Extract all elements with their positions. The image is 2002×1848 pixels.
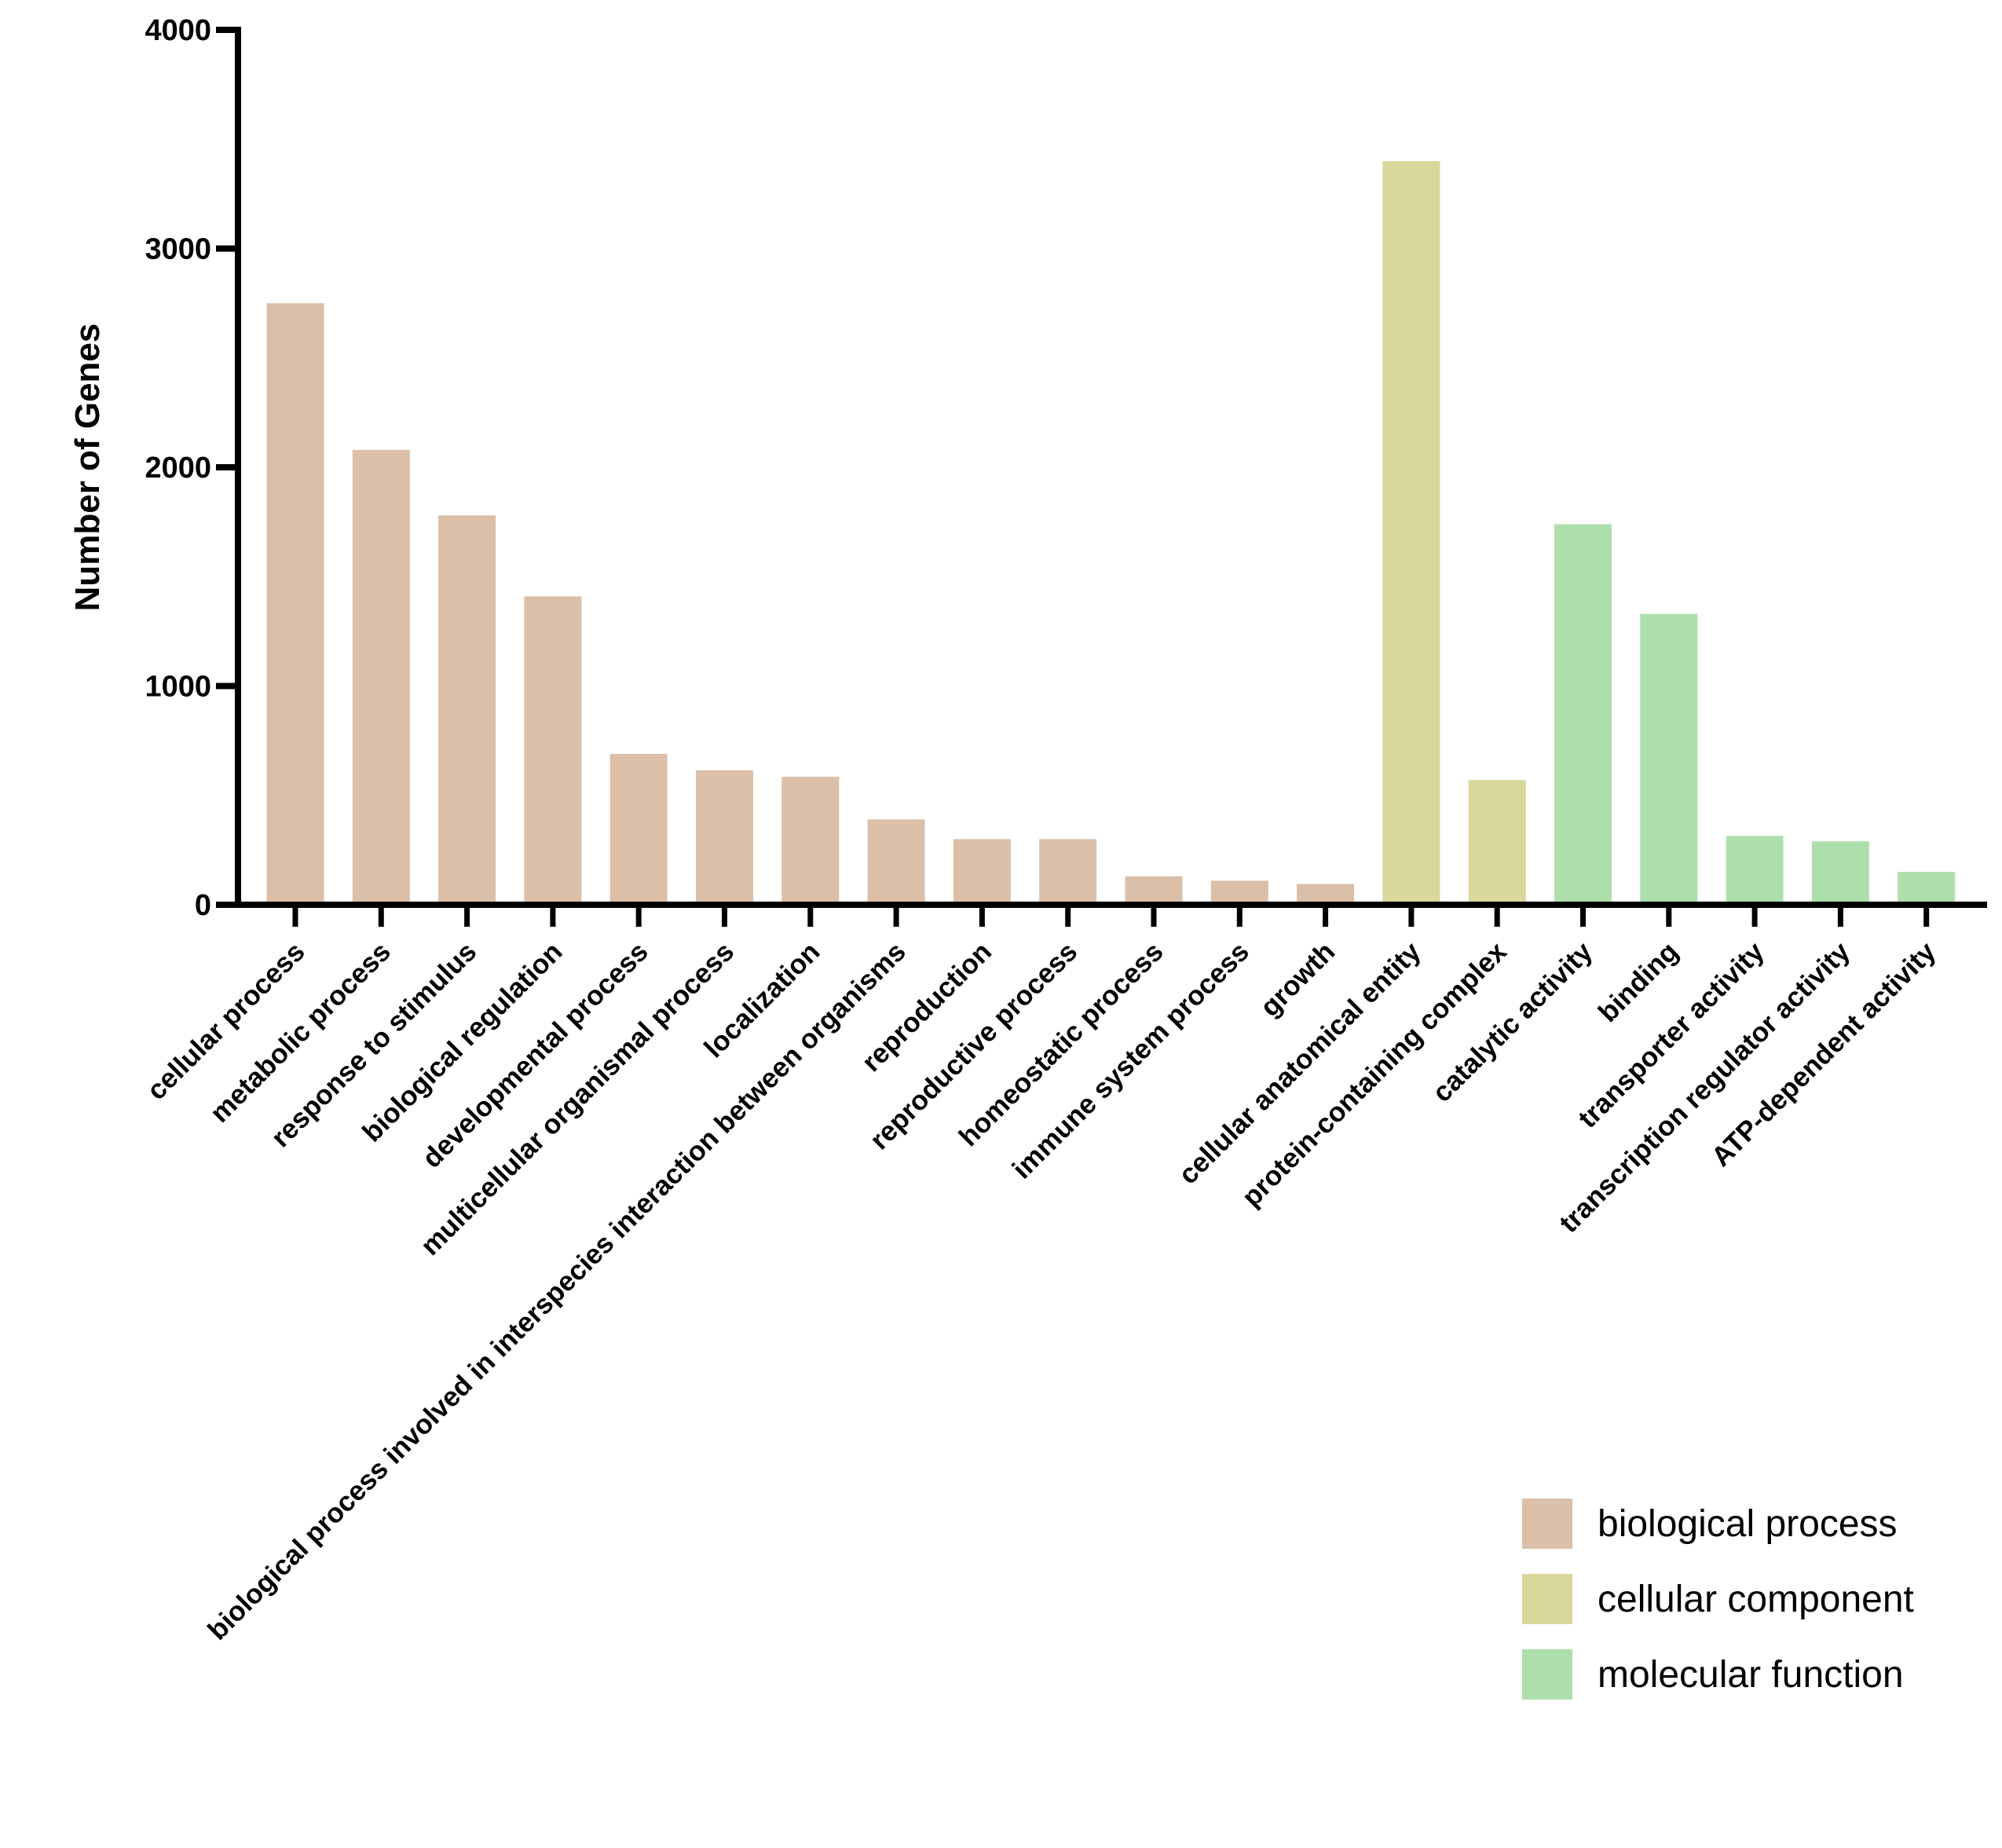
bar-cellular-process (266, 303, 324, 905)
y-axis-title: Number of Genes (68, 324, 107, 612)
bar-localization (781, 777, 840, 905)
x-tick-label: cellular process (141, 936, 311, 1106)
y-tick-label: 0 (195, 889, 211, 922)
legend-swatch (1522, 1499, 1572, 1549)
bar-response-to-stimulus (438, 515, 496, 905)
bar-transcription-regulator-activity (1811, 841, 1869, 905)
x-tick-label: multicellular organismal process (415, 936, 740, 1261)
bar-cellular-anatomical-entity (1382, 161, 1440, 906)
bar-biological-regulation (524, 596, 582, 905)
bar-metabolic-process (352, 449, 410, 905)
bar-multicellular-organismal-process (696, 770, 753, 905)
bar-developmental-process (609, 753, 668, 905)
bar-catalytic-activity (1554, 524, 1612, 905)
bar-homeostatic-process (1125, 876, 1183, 905)
x-tick-label: growth (1254, 936, 1341, 1023)
bar-growth (1297, 884, 1355, 905)
bars-layer (266, 161, 1956, 906)
y-tick-label: 2000 (145, 452, 211, 485)
bar-atp-dependent-activity (1898, 872, 1956, 905)
bar-transporter-activity (1726, 836, 1784, 905)
legend-label: molecular function (1598, 1654, 1904, 1696)
bar-biological-process-involved-in-interspecies-interaction-between-organisms (867, 819, 925, 905)
bar-binding (1640, 613, 1698, 905)
legend-swatch (1522, 1649, 1572, 1700)
legend-label: biological process (1598, 1503, 1898, 1545)
y-tick-label: 4000 (145, 14, 211, 47)
x-tick-label: catalytic activity (1426, 936, 1598, 1108)
bar-reproductive-process (1039, 839, 1097, 905)
legend-swatch (1522, 1574, 1572, 1624)
y-ticks: 0 1000 2000 3000 4000 (145, 14, 238, 922)
y-tick-label: 3000 (145, 233, 211, 266)
y-tick-label: 1000 (145, 671, 211, 704)
bar-protein-containing-complex (1468, 780, 1526, 905)
bar-reproduction (953, 839, 1011, 905)
bar-immune-system-process (1210, 880, 1268, 905)
legend-label: cellular component (1598, 1579, 1914, 1620)
legend: biological process cellular component mole… (1522, 1499, 1914, 1700)
axes-layer (235, 27, 1987, 908)
